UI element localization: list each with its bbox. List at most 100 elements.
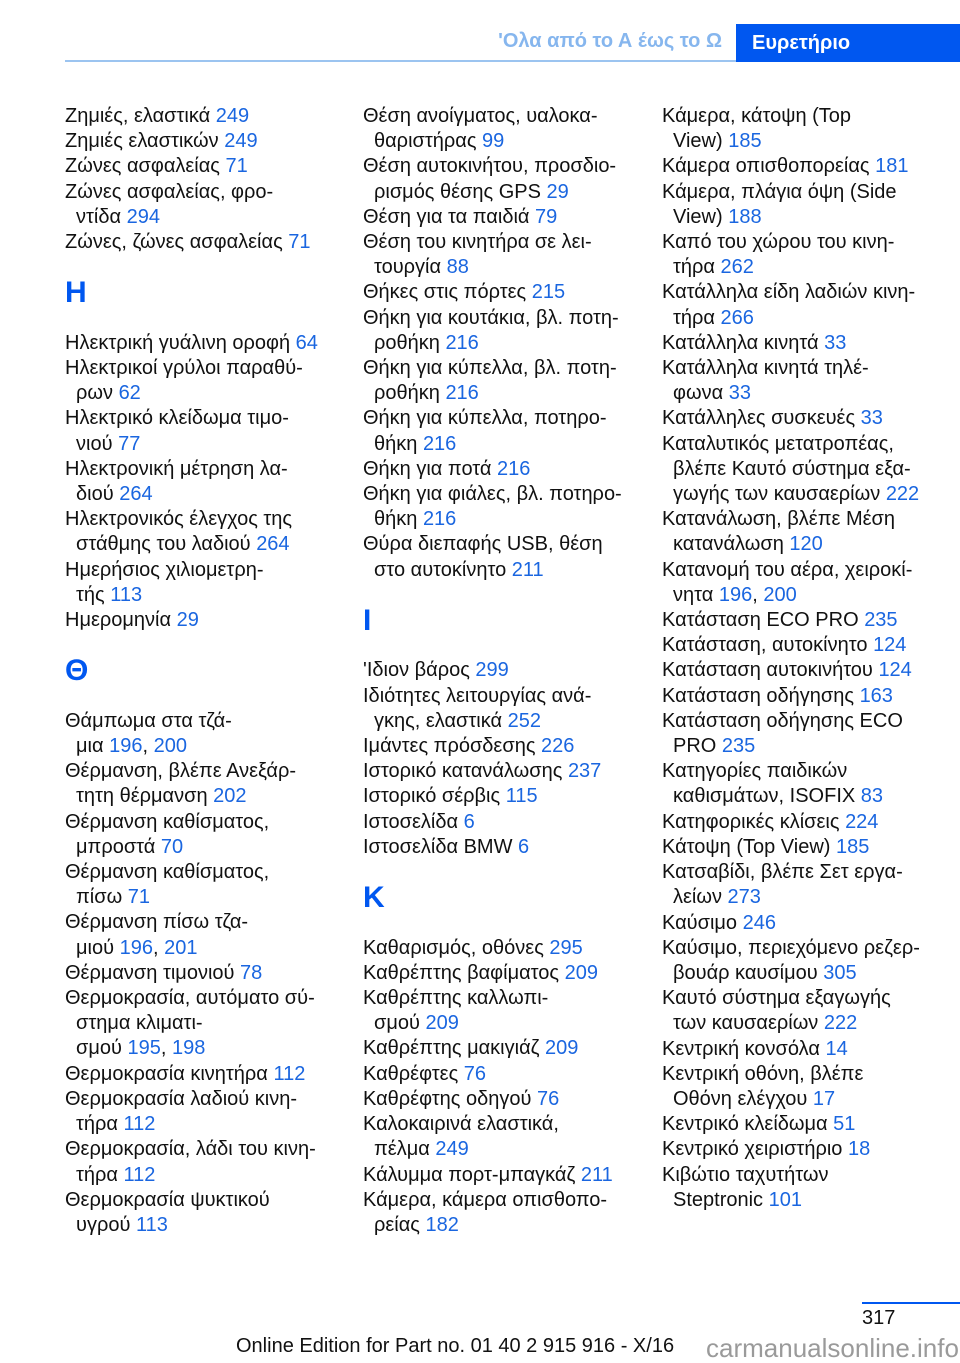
page-link[interactable]: 112	[123, 1163, 156, 1186]
page-link[interactable]: 185	[836, 835, 870, 858]
page-link[interactable]: 235	[864, 609, 898, 632]
page-link[interactable]: 99	[482, 130, 505, 153]
page-link[interactable]: 71	[225, 155, 248, 178]
entry-text: τήρα	[76, 1113, 118, 1136]
entry-line: τήρα 262	[662, 255, 954, 280]
page-link[interactable]: 78	[240, 961, 263, 984]
page-link[interactable]: 299	[475, 659, 509, 682]
page-link[interactable]: 226	[541, 735, 575, 758]
letter-heading: H	[65, 276, 87, 310]
page-link[interactable]: 222	[823, 1012, 858, 1035]
page-link[interactable]: 252	[507, 709, 541, 732]
entry-text: View)	[673, 130, 723, 153]
page-link[interactable]: 295	[549, 936, 583, 959]
page-link[interactable]: 249	[215, 105, 250, 127]
page-link[interactable]: 266	[720, 306, 754, 329]
page-link[interactable]: 195	[127, 1037, 161, 1060]
page-link[interactable]: 76	[463, 1062, 487, 1085]
page-link[interactable]: 163	[859, 684, 893, 707]
index-entry: Ζώνες ασφαλείας, φρο-ντίδα 294	[65, 180, 357, 230]
page-link[interactable]: 200	[763, 583, 797, 606]
page-link[interactable]: 209	[545, 1037, 579, 1060]
page-link[interactable]: 185	[728, 130, 762, 153]
page-link[interactable]: 115	[505, 785, 538, 808]
page-link[interactable]: 262	[720, 256, 754, 279]
page-link[interactable]: 264	[256, 533, 290, 556]
page-link[interactable]: 188	[728, 205, 762, 228]
page-link[interactable]: 124	[878, 659, 912, 682]
page-link[interactable]: 17	[812, 1087, 836, 1110]
entry-text: Ηλεκτρική γυάλινη οροφή	[65, 331, 291, 354]
page-link[interactable]: 33	[824, 331, 847, 354]
entry-text: Θερμοκρασία κινητήρα	[65, 1062, 268, 1085]
page-link[interactable]: 113	[110, 583, 143, 606]
index-tab[interactable]: Ευρετήριο	[736, 24, 960, 62]
index-entry: Ιστοσελίδα 6	[363, 810, 655, 835]
page-link[interactable]: 33	[860, 407, 883, 430]
page-link[interactable]: 120	[789, 533, 823, 556]
page-link[interactable]: 112	[273, 1062, 306, 1085]
entry-text: Θέση για τα παιδιά	[363, 205, 530, 228]
page-link[interactable]: 79	[535, 205, 558, 228]
page-link[interactable]: 200	[153, 735, 187, 758]
page-link[interactable]: 211	[511, 558, 544, 581]
entry-text: στημα κλιματι-	[76, 1012, 203, 1035]
page-link[interactable]: 249	[435, 1138, 469, 1161]
page-link[interactable]: 88	[446, 256, 469, 279]
page-link[interactable]: 216	[422, 508, 457, 531]
page-link[interactable]: 29	[176, 609, 199, 632]
page-link[interactable]: 14	[825, 1037, 848, 1060]
page-link[interactable]: 216	[422, 432, 457, 455]
section-title[interactable]: 'Ολα από το Α έως το Ω	[498, 30, 722, 52]
page-link[interactable]: 224	[845, 810, 879, 833]
page-link[interactable]: 246	[742, 911, 776, 934]
page-link[interactable]: 216	[445, 382, 479, 405]
page-link[interactable]: 196	[119, 936, 153, 959]
page-link[interactable]: 202	[213, 785, 247, 808]
page-link[interactable]: 70	[160, 835, 184, 858]
page-link[interactable]: 51	[833, 1113, 856, 1136]
page-link[interactable]: 112	[123, 1113, 156, 1136]
page-link[interactable]: 273	[727, 886, 761, 909]
page-link[interactable]: 196	[109, 735, 143, 758]
page-link[interactable]: 77	[118, 432, 141, 455]
page-link[interactable]: 101	[768, 1188, 802, 1211]
index-entry: Κατάλληλες συσκευές 33	[662, 406, 954, 431]
page-link[interactable]: 216	[497, 457, 531, 480]
page-link[interactable]: 33	[728, 382, 751, 405]
page-link[interactable]: 6	[463, 810, 475, 833]
page-link[interactable]: 29	[546, 180, 569, 203]
entry-text: βουάρ καυσίμου	[673, 961, 818, 984]
page-link[interactable]: 209	[564, 961, 598, 984]
page-link[interactable]: 211	[580, 1163, 613, 1186]
page-link[interactable]: 216	[445, 331, 479, 354]
page-link[interactable]: 62	[118, 382, 141, 405]
index-entry: Κεντρική κονσόλα 14	[662, 1037, 954, 1062]
page-link[interactable]: 209	[425, 1012, 459, 1035]
page-link[interactable]: 249	[224, 130, 258, 153]
page-link[interactable]: 235	[721, 735, 756, 758]
page-link[interactable]: 124	[873, 634, 907, 657]
page-link[interactable]: 76	[536, 1087, 560, 1110]
page-link[interactable]: 264	[119, 483, 153, 506]
page-link[interactable]: 294	[126, 205, 160, 228]
page-link[interactable]: 181	[875, 155, 909, 178]
page-link[interactable]: 201	[164, 936, 198, 959]
page-link[interactable]: 71	[127, 886, 151, 909]
page-link[interactable]: 237	[567, 760, 602, 783]
page-link[interactable]: 71	[288, 231, 311, 254]
page-link[interactable]: 113	[135, 1213, 168, 1236]
page-link[interactable]: 215	[531, 281, 566, 304]
page-link[interactable]: 198	[172, 1037, 206, 1060]
page-link[interactable]: 305	[823, 961, 857, 984]
page-link[interactable]: 196	[718, 583, 753, 606]
page-link[interactable]: 83	[860, 785, 884, 808]
entry-line: σμού 209	[363, 1011, 655, 1036]
page-link[interactable]: 64	[295, 331, 318, 354]
entry-line: Κιβώτιο ταχυτήτων	[662, 1163, 954, 1188]
page-link[interactable]: 182	[425, 1213, 459, 1236]
page-link[interactable]: 222	[885, 483, 920, 506]
page-link[interactable]: 6	[518, 835, 530, 858]
page-link[interactable]: 18	[847, 1138, 871, 1161]
index-entry: Θήκη για κουτάκια, βλ. ποτη-ροθήκη 216	[363, 306, 655, 356]
